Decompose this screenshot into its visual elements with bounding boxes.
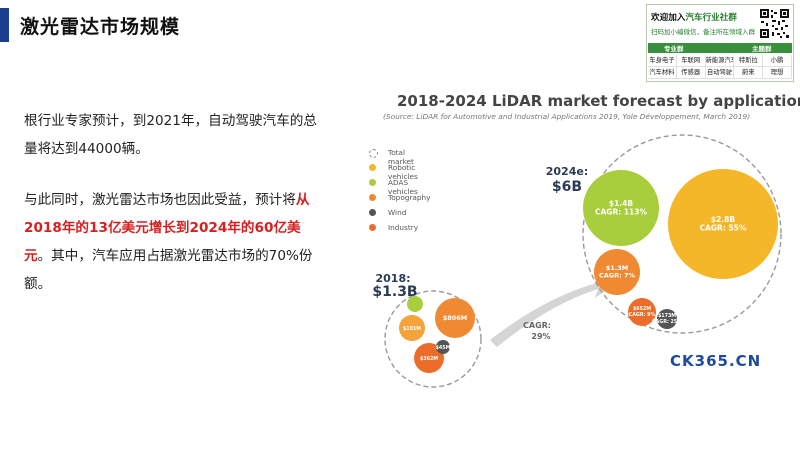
y2018-bubble-label: $181M bbox=[403, 326, 421, 332]
y2024-bubble-label: $1.4B bbox=[609, 199, 634, 208]
promo-group-grid: 车身电子 车联网 新能源汽车 特斯拉 小鹏 汽车材料 传感器 自动驾驶 蔚来 理… bbox=[648, 55, 792, 79]
y2024-total-circle bbox=[582, 134, 782, 334]
paragraph-market-text-b: 。其中，汽车应用占据激光雷达市场的70%份额。 bbox=[24, 248, 313, 292]
legend-label: Total market bbox=[388, 148, 414, 166]
y2024-bubble-cagr: CAGR: 25% bbox=[652, 319, 682, 325]
promo-title-prefix: 欢迎加入 bbox=[651, 13, 686, 23]
y2018-bubble bbox=[436, 340, 450, 354]
chart-source: (Source: LiDAR for Automotive and Indust… bbox=[383, 112, 751, 121]
promo-title-group: 汽车行业社群 bbox=[685, 13, 737, 23]
legend-label: Industry bbox=[388, 223, 419, 232]
legend-swatch bbox=[369, 209, 376, 216]
y2024-bubble bbox=[583, 170, 659, 246]
legend-label: Robotic vehicles bbox=[388, 163, 418, 181]
legend-swatch bbox=[369, 224, 376, 231]
y2024-bubble-cagr: CAGR: 9% bbox=[629, 312, 656, 318]
total-label-2018: $1.3B bbox=[372, 284, 417, 300]
arrow-cagr-value: 29% bbox=[531, 332, 550, 341]
promo-group-cell[interactable]: 新能源汽车 bbox=[705, 55, 735, 67]
promo-group-cell[interactable]: 蔚来 bbox=[734, 67, 764, 79]
site-logo: CK365.CN bbox=[670, 352, 762, 370]
paragraph-market-text-a: 与此同时，激光雷达市场也因此受益，预计将 bbox=[24, 192, 296, 208]
promo-group-cell[interactable]: 传感器 bbox=[676, 67, 706, 79]
y2024-bubble-cagr: CAGR: 7% bbox=[599, 272, 636, 280]
y2024-bubble bbox=[628, 298, 656, 326]
y2024-bubble-label: $1.3M bbox=[606, 264, 629, 272]
y2018-total-circle bbox=[384, 290, 482, 388]
arrow-cagr-label: CAGR: bbox=[523, 321, 551, 330]
lidar-forecast-chart: 2018-2024 LiDAR market forecast by appli… bbox=[345, 82, 800, 442]
y2018-bubble bbox=[414, 343, 444, 373]
legend-swatch bbox=[369, 164, 376, 171]
year-label-2024: 2024e: bbox=[546, 165, 588, 178]
y2018-bubble bbox=[435, 298, 475, 338]
promo-group-cell[interactable]: 汽车材料 bbox=[648, 67, 677, 79]
promo-group-cell[interactable]: 自动驾驶 bbox=[705, 67, 735, 79]
y2024-bubble-cagr: CAGR: 113% bbox=[595, 208, 648, 217]
y2024-bubble bbox=[668, 169, 778, 279]
slide-title: 激光雷达市场规模 bbox=[20, 16, 181, 38]
paragraph-forecast-text: 根行业专家预计，到2021年，自动驾驶汽车的总量将达到44000辆。 bbox=[24, 113, 317, 157]
promo-group-cell[interactable]: 特斯拉 bbox=[734, 55, 764, 67]
y2018-bubble bbox=[399, 315, 425, 341]
y2024-bubble bbox=[657, 309, 677, 329]
y2018-bubble-label: $45M bbox=[436, 345, 451, 351]
title-accent-bar bbox=[0, 8, 9, 42]
legend-swatch bbox=[369, 194, 376, 201]
y2024-bubble-label: $173M bbox=[658, 313, 676, 319]
promo-header-professional: 专业群 bbox=[664, 45, 684, 53]
year-label-2018: 2018: bbox=[375, 272, 410, 285]
promo-group-cell[interactable]: 小鹏 bbox=[763, 55, 792, 67]
y2018-bubble-label: $806M bbox=[443, 314, 468, 322]
legend-label: Wind bbox=[388, 208, 407, 217]
promo-title: 欢迎加入汽车行业社群 bbox=[651, 11, 737, 23]
promo-subtitle: 扫码加小编微信，备注所在领域入群 bbox=[651, 28, 755, 36]
legend-swatch bbox=[369, 149, 378, 158]
y2018-bubble-label: $362M bbox=[420, 356, 438, 362]
legend-label: ADAS vehicles bbox=[388, 178, 418, 196]
total-label-2024: $6B bbox=[552, 179, 582, 195]
promo-group-cell[interactable]: 车身电子 bbox=[648, 55, 677, 67]
legend-label: Topography bbox=[388, 193, 431, 202]
y2018-bubble bbox=[407, 296, 423, 312]
paragraph-market: 与此同时，激光雷达市场也因此受益，预计将从2018年的13亿美元增长到2024年… bbox=[24, 186, 324, 298]
promo-group-cell[interactable]: 理想 bbox=[763, 67, 792, 79]
community-promo-box[interactable]: 欢迎加入汽车行业社群 扫码加小编微信，备注所在领域入群 专业群 主题群 车身电子… bbox=[646, 4, 794, 82]
y2024-bubble-cagr: CAGR: 55% bbox=[700, 224, 747, 233]
y2024-bubble-label: $652M bbox=[633, 306, 651, 312]
paragraph-market-highlight: 从2018年的13亿美元增长到2024年的60亿美元 bbox=[24, 192, 310, 264]
legend-swatch bbox=[369, 179, 376, 186]
promo-group-cell[interactable]: 车联网 bbox=[676, 55, 706, 67]
growth-arrow bbox=[490, 272, 613, 347]
y2024-bubble-label: $2.8B bbox=[711, 215, 736, 224]
promo-header-row: 专业群 主题群 bbox=[648, 43, 792, 53]
qr-code-icon[interactable] bbox=[759, 8, 790, 39]
promo-header-topic: 主题群 bbox=[752, 45, 772, 53]
y2024-bubble bbox=[594, 249, 640, 295]
chart-title: 2018-2024 LiDAR market forecast by appli… bbox=[397, 92, 800, 110]
paragraph-forecast: 根行业专家预计，到2021年，自动驾驶汽车的总量将达到44000辆。 bbox=[24, 107, 324, 163]
